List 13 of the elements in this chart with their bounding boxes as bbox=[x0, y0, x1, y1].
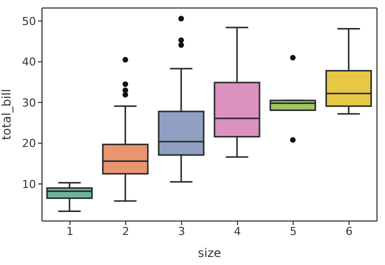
x-tick-label: 6 bbox=[346, 224, 353, 238]
y-tick-label: 20 bbox=[22, 137, 36, 150]
x-axis-title: size bbox=[198, 246, 222, 260]
y-tick-label: 50 bbox=[22, 14, 36, 28]
y-axis-title: total_bill bbox=[0, 88, 14, 140]
x-tick-label: 5 bbox=[290, 224, 297, 238]
y-tick-label: 10 bbox=[22, 178, 36, 191]
x-tick-label: 4 bbox=[234, 224, 241, 238]
x-tick-label: 3 bbox=[178, 224, 186, 238]
y-tick-label: 40 bbox=[22, 56, 36, 69]
x-tick-label: 2 bbox=[122, 224, 130, 238]
y-tick-label: 30 bbox=[22, 96, 36, 110]
x-tick-label: 1 bbox=[66, 224, 74, 238]
